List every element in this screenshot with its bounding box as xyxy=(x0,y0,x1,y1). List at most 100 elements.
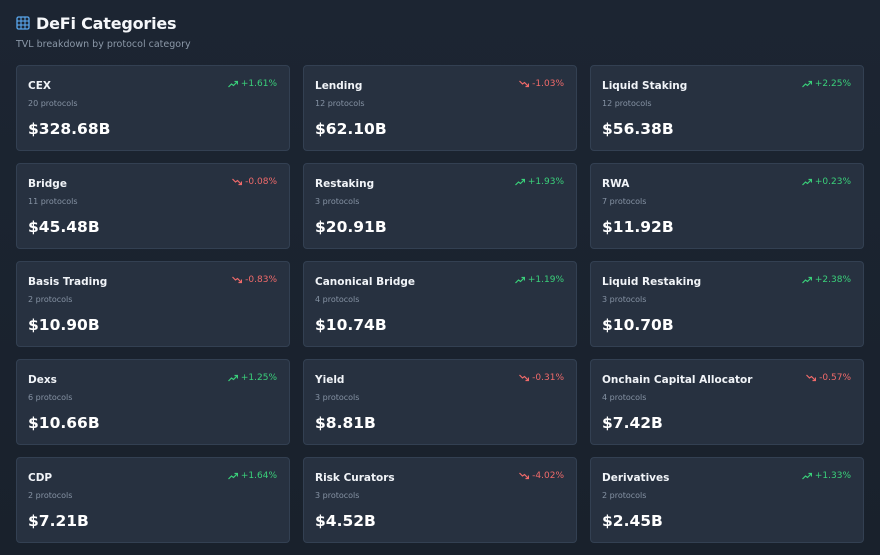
page-title: DeFi Categories xyxy=(36,13,177,33)
category-card[interactable]: Basis Trading 2 protocols $10.90B -0.83% xyxy=(16,261,290,347)
tvl-value: $7.21B xyxy=(28,512,89,530)
change-badge: +1.33% xyxy=(801,471,851,481)
tvl-value: $45.48B xyxy=(28,218,100,236)
category-card[interactable]: Derivatives 2 protocols $2.45B +1.33% xyxy=(590,457,864,543)
category-card[interactable]: Risk Curators 3 protocols $4.52B -4.02% xyxy=(303,457,577,543)
tvl-value: $10.90B xyxy=(28,316,100,334)
change-badge: -0.08% xyxy=(232,177,277,187)
protocol-count: 7 protocols xyxy=(602,197,647,206)
protocol-count: 4 protocols xyxy=(315,295,360,304)
change-value: -0.31% xyxy=(532,373,564,383)
category-grid: CEX 20 protocols $328.68B +1.61% Lending 12 p… xyxy=(16,65,864,543)
category-card[interactable]: RWA 7 protocols $11.92B +0.23% xyxy=(590,163,864,249)
protocol-count: 12 protocols xyxy=(602,99,652,108)
page-subtitle: TVL breakdown by protocol category xyxy=(16,39,191,50)
protocol-count: 4 protocols xyxy=(602,393,647,402)
category-name: Basis Trading xyxy=(28,276,108,288)
protocol-count: 3 protocols xyxy=(315,393,360,402)
change-badge: -1.03% xyxy=(519,79,564,89)
category-name: Onchain Capital Allocator xyxy=(602,374,753,386)
protocol-count: 2 protocols xyxy=(28,491,73,500)
change-value: +1.19% xyxy=(527,275,564,285)
category-card[interactable]: Bridge 11 protocols $45.48B -0.08% xyxy=(16,163,290,249)
change-value: +1.25% xyxy=(240,373,277,383)
change-value: +2.38% xyxy=(814,275,851,285)
protocol-count: 3 protocols xyxy=(315,491,360,500)
category-card[interactable]: CDP 2 protocols $7.21B +1.64% xyxy=(16,457,290,543)
tvl-value: $10.66B xyxy=(28,414,100,432)
category-name: Restaking xyxy=(315,178,375,190)
protocol-count: 20 protocols xyxy=(28,99,78,108)
change-value: -1.03% xyxy=(532,79,564,89)
trend-up-icon xyxy=(801,472,812,480)
category-name: Liquid Staking xyxy=(602,80,688,92)
change-value: +1.33% xyxy=(814,471,851,481)
category-name: Liquid Restaking xyxy=(602,276,702,288)
trend-down-icon xyxy=(519,374,530,382)
category-name: Derivatives xyxy=(602,472,670,484)
trend-down-icon xyxy=(232,276,243,284)
change-badge: -0.83% xyxy=(232,275,277,285)
change-value: -0.57% xyxy=(819,373,851,383)
trend-up-icon xyxy=(801,80,812,88)
category-card[interactable]: Canonical Bridge 4 protocols $10.74B +1.19% xyxy=(303,261,577,347)
category-card[interactable]: Onchain Capital Allocator 4 protocols $7.4… xyxy=(590,359,864,445)
trend-up-icon xyxy=(801,178,812,186)
protocol-count: 6 protocols xyxy=(28,393,73,402)
trend-up-icon xyxy=(227,80,238,88)
tvl-value: $2.45B xyxy=(602,512,663,530)
protocol-count: 3 protocols xyxy=(602,295,647,304)
protocol-count: 2 protocols xyxy=(602,491,647,500)
category-card[interactable]: Dexs 6 protocols $10.66B +1.25% xyxy=(16,359,290,445)
protocol-count: 12 protocols xyxy=(315,99,365,108)
category-name: Dexs xyxy=(28,374,57,386)
change-badge: +2.38% xyxy=(801,275,851,285)
tvl-value: $8.81B xyxy=(315,414,376,432)
change-value: -0.08% xyxy=(245,177,277,187)
tvl-value: $7.42B xyxy=(602,414,663,432)
category-card[interactable]: Liquid Restaking 3 protocols $10.70B +2.38% xyxy=(590,261,864,347)
tvl-value: $4.52B xyxy=(315,512,376,530)
trend-up-icon xyxy=(514,178,525,186)
tvl-value: $11.92B xyxy=(602,218,674,236)
category-card[interactable]: Restaking 3 protocols $20.91B +1.93% xyxy=(303,163,577,249)
trend-down-icon xyxy=(232,178,243,186)
tvl-value: $20.91B xyxy=(315,218,387,236)
category-name: CEX xyxy=(28,80,51,92)
change-value: +1.93% xyxy=(527,177,564,187)
trend-up-icon xyxy=(227,472,238,480)
change-badge: +2.25% xyxy=(801,79,851,89)
title-row: DeFi Categories xyxy=(16,12,191,34)
tvl-value: $10.70B xyxy=(602,316,674,334)
category-card[interactable]: Lending 12 protocols $62.10B -1.03% xyxy=(303,65,577,151)
category-name: Bridge xyxy=(28,178,67,190)
protocol-count: 3 protocols xyxy=(315,197,360,206)
tvl-value: $62.10B xyxy=(315,120,387,138)
protocol-count: 2 protocols xyxy=(28,295,73,304)
change-value: -4.02% xyxy=(532,471,564,481)
trend-up-icon xyxy=(801,276,812,284)
page-header: DeFi Categories TVL breakdown by protoco… xyxy=(16,12,191,51)
tvl-value: $56.38B xyxy=(602,120,674,138)
category-card[interactable]: Liquid Staking 12 protocols $56.38B +2.25% xyxy=(590,65,864,151)
category-name: RWA xyxy=(602,178,630,190)
protocol-count: 11 protocols xyxy=(28,197,78,206)
trend-down-icon xyxy=(519,472,530,480)
change-badge: +1.93% xyxy=(514,177,564,187)
category-card[interactable]: Yield 3 protocols $8.81B -0.31% xyxy=(303,359,577,445)
category-name: Yield xyxy=(315,374,345,386)
category-name: CDP xyxy=(28,472,53,484)
change-badge: +0.23% xyxy=(801,177,851,187)
change-value: +0.23% xyxy=(814,177,851,187)
trend-up-icon xyxy=(227,374,238,382)
category-card[interactable]: CEX 20 protocols $328.68B +1.61% xyxy=(16,65,290,151)
change-value: -0.83% xyxy=(245,275,277,285)
change-value: +1.64% xyxy=(240,471,277,481)
change-badge: -0.31% xyxy=(519,373,564,383)
category-name: Canonical Bridge xyxy=(315,276,416,288)
change-badge: +1.61% xyxy=(227,79,277,89)
trend-down-icon xyxy=(806,374,817,382)
category-name: Lending xyxy=(315,80,363,92)
change-badge: +1.19% xyxy=(514,275,564,285)
change-badge: -4.02% xyxy=(519,471,564,481)
